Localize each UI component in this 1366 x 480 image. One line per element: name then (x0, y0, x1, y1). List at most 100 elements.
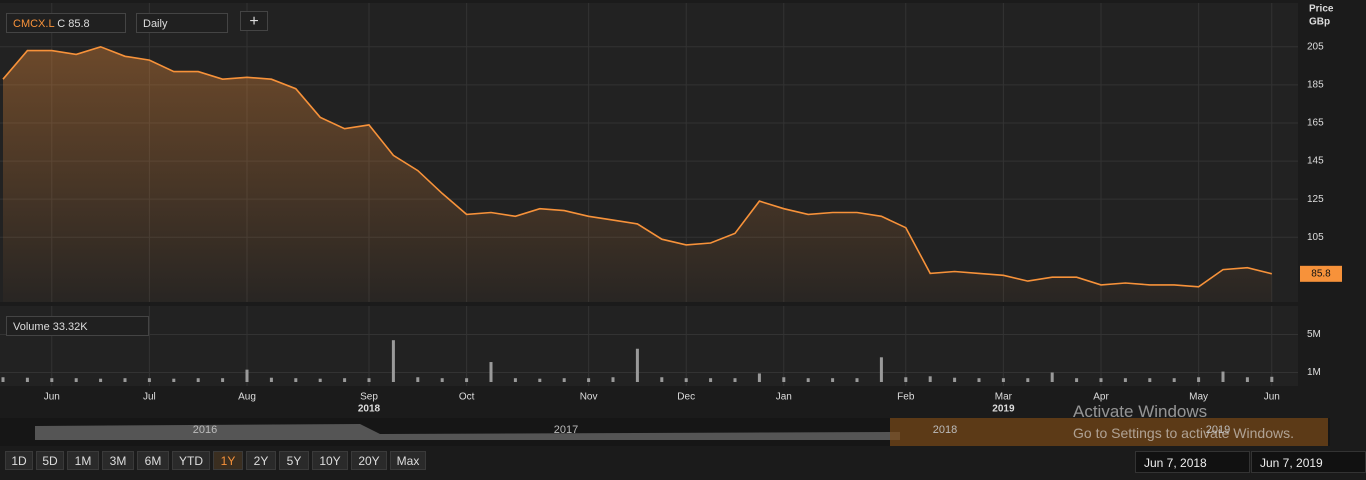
y-tick-label: 165 (1307, 118, 1324, 129)
volume-bar (99, 378, 103, 382)
range-button[interactable]: 10Y (312, 451, 348, 470)
volume-bar (343, 378, 347, 382)
x-tick-label: Jul (143, 392, 156, 403)
volume-bar (831, 378, 835, 382)
date-from-text: Jun 7, 2018 (1144, 456, 1207, 470)
volume-bar (733, 378, 737, 382)
volume-bar (684, 378, 688, 382)
volume-bar (1245, 377, 1249, 382)
x-tick-label: Feb (897, 392, 915, 403)
volume-bar (440, 378, 444, 382)
volume-bar (1075, 378, 1079, 382)
date-from[interactable]: Jun 7, 2018 (1135, 451, 1250, 473)
volume-bar (928, 376, 932, 382)
volume-bar (416, 377, 420, 382)
volume-bar (1099, 378, 1103, 382)
volume-bar (25, 377, 29, 382)
volume-bar (50, 378, 54, 382)
x-tick-label: Nov (580, 392, 598, 403)
price-line (2, 45, 1272, 288)
navigator-selection[interactable] (890, 418, 1328, 446)
volume-bar (318, 378, 322, 382)
x-tick-label: Sep (360, 392, 378, 403)
volume-bar (1270, 376, 1274, 382)
volume-bar (635, 348, 639, 382)
add-label: + (249, 13, 259, 30)
y2-tick-label: 5M (1307, 329, 1321, 340)
date-to-text: Jun 7, 2019 (1260, 456, 1323, 470)
range-button[interactable]: YTD (172, 451, 210, 470)
y-tick-label: 205 (1307, 41, 1324, 52)
volume-bar (196, 378, 200, 382)
x-tick-label: Oct (459, 392, 475, 403)
range-button[interactable]: Max (390, 451, 426, 470)
volume-bar (465, 378, 469, 382)
range-button[interactable]: 5Y (279, 451, 309, 470)
range-button[interactable]: 5D (36, 451, 64, 470)
range-button[interactable]: 20Y (351, 451, 387, 470)
y-tick-label: 125 (1307, 194, 1324, 205)
y-axis-title: Price (1309, 4, 1334, 15)
navigator-year: 2019 (1206, 424, 1230, 436)
last-price-label: 85.8 (1311, 268, 1331, 279)
y-tick-label: 105 (1307, 232, 1324, 243)
volume-box[interactable]: Volume 33.32K (6, 316, 149, 336)
volume-pane (0, 306, 1298, 386)
volume-bar (147, 378, 151, 382)
x-tick-label: Jun (44, 392, 60, 403)
volume-bar (587, 378, 591, 382)
volume-bar (367, 378, 371, 382)
volume-bar (123, 378, 127, 382)
range-button[interactable]: 1M (67, 451, 99, 470)
x-tick-label: Jun (1264, 392, 1280, 403)
volume-bar (1050, 372, 1054, 382)
volume-bar (977, 378, 981, 382)
navigator-area (35, 424, 900, 440)
volume-bar (1026, 378, 1030, 382)
date-to[interactable]: Jun 7, 2019 (1251, 451, 1366, 473)
volume-bar (806, 378, 810, 382)
volume-bar (660, 377, 664, 382)
range-button[interactable]: 1D (5, 451, 33, 470)
navigator-year: 2016 (193, 424, 217, 436)
volume-bar (489, 362, 493, 382)
volume-bar (757, 373, 761, 382)
volume-bar (879, 357, 883, 382)
volume-bar (294, 378, 298, 382)
watermark-text: Go to Settings to activate Windows. (1073, 425, 1294, 441)
watermark-title: Activate Windows (1073, 402, 1208, 421)
volume-bar (562, 378, 566, 382)
volume-bar (1123, 378, 1127, 382)
x-tick-label: May (1189, 392, 1208, 403)
volume-bar (1148, 378, 1152, 382)
volume-bar (538, 378, 542, 382)
volume-bar (1001, 378, 1005, 382)
range-button[interactable]: 3M (102, 451, 134, 470)
volume-bar (1, 377, 5, 382)
y2-tick-label: 1M (1307, 367, 1321, 378)
volume-bar (1172, 378, 1176, 382)
range-button[interactable]: 1Y (213, 451, 243, 470)
interval: Daily (143, 18, 168, 30)
volume-bar (1197, 377, 1201, 382)
volume-bar (953, 377, 957, 382)
interval-select[interactable]: Daily (136, 13, 228, 33)
last-price-tag (1300, 265, 1342, 282)
range-button[interactable]: 2Y (246, 451, 276, 470)
y-tick-label: 145 (1307, 156, 1324, 167)
volume-bar (172, 378, 176, 382)
x-year-label: 2018 (358, 404, 381, 415)
price-area (3, 46, 1272, 302)
x-tick-label: Aug (238, 392, 256, 403)
symbol-box[interactable]: CMCX.L C 85.8 (6, 13, 126, 33)
add-button[interactable]: + (240, 11, 268, 31)
volume-bar (221, 378, 225, 382)
x-year-label: 2019 (992, 404, 1015, 415)
range-button[interactable]: 6M (137, 451, 169, 470)
volume-bar (1221, 371, 1225, 382)
symbol: CMCX.L (13, 18, 55, 30)
volume-bar (611, 377, 615, 382)
volume-bar (904, 377, 908, 382)
